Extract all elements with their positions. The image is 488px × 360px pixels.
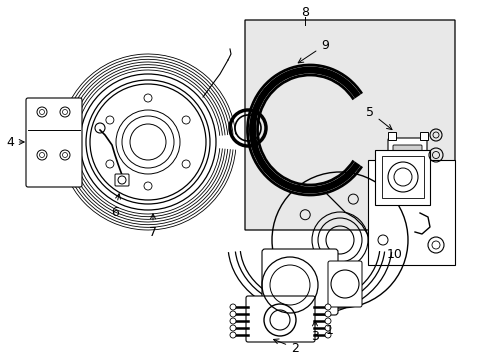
FancyBboxPatch shape <box>245 296 314 342</box>
Bar <box>387 132 395 140</box>
Text: 5: 5 <box>365 105 391 130</box>
Circle shape <box>229 311 236 317</box>
FancyBboxPatch shape <box>115 174 129 186</box>
Text: 10: 10 <box>386 248 402 261</box>
FancyBboxPatch shape <box>392 145 421 191</box>
Text: 3: 3 <box>310 321 318 343</box>
FancyBboxPatch shape <box>387 138 426 197</box>
Text: 2: 2 <box>273 339 298 355</box>
Bar <box>419 132 427 140</box>
Circle shape <box>325 325 330 331</box>
Text: 8: 8 <box>301 5 308 18</box>
Circle shape <box>229 318 236 324</box>
Polygon shape <box>244 20 454 230</box>
Text: 7: 7 <box>149 214 157 239</box>
Circle shape <box>325 332 330 338</box>
FancyBboxPatch shape <box>327 261 361 307</box>
Circle shape <box>229 304 236 310</box>
FancyBboxPatch shape <box>26 98 82 187</box>
Bar <box>367 160 454 265</box>
Text: 1: 1 <box>325 324 333 337</box>
Circle shape <box>229 325 236 331</box>
Text: 6: 6 <box>111 194 120 219</box>
Circle shape <box>325 304 330 310</box>
Circle shape <box>325 311 330 317</box>
Circle shape <box>229 332 236 338</box>
Circle shape <box>325 318 330 324</box>
Text: 9: 9 <box>298 39 328 63</box>
Bar <box>374 150 429 205</box>
Bar <box>381 156 423 198</box>
FancyBboxPatch shape <box>262 249 337 315</box>
Text: 4: 4 <box>6 135 24 149</box>
